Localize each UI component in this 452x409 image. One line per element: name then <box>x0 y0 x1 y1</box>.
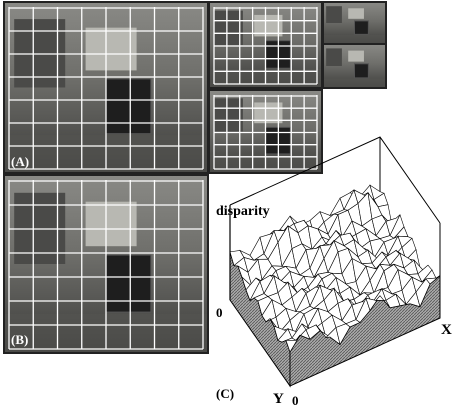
photo <box>4 2 208 173</box>
axis-label: X <box>441 322 452 338</box>
photo <box>4 175 208 353</box>
floor <box>323 78 386 88</box>
wall <box>348 51 364 62</box>
axis-label: disparity <box>216 204 270 219</box>
tv <box>355 21 369 34</box>
axis-label: 0 <box>216 305 223 320</box>
shelf <box>215 98 243 131</box>
photo <box>209 2 322 88</box>
shelf <box>215 11 243 45</box>
wall <box>86 202 137 247</box>
photo <box>209 90 322 173</box>
photo <box>323 44 386 88</box>
tv <box>355 64 369 78</box>
panel-label: (B) <box>11 332 28 347</box>
axis-label: 0 <box>292 393 299 408</box>
photo <box>323 2 386 44</box>
panel-label: (C) <box>216 386 234 401</box>
floor <box>323 35 386 44</box>
disparity-plot <box>230 137 440 386</box>
wall <box>86 28 137 71</box>
shelf <box>326 48 342 66</box>
panel-label: (A) <box>11 154 29 169</box>
tv <box>106 79 151 134</box>
figure: (A) (B) (C) disparity 0 X Y 0 <box>0 0 452 409</box>
wall <box>348 8 364 18</box>
tv <box>106 255 151 312</box>
axis-label: Y <box>273 391 284 407</box>
shelf <box>326 6 342 23</box>
